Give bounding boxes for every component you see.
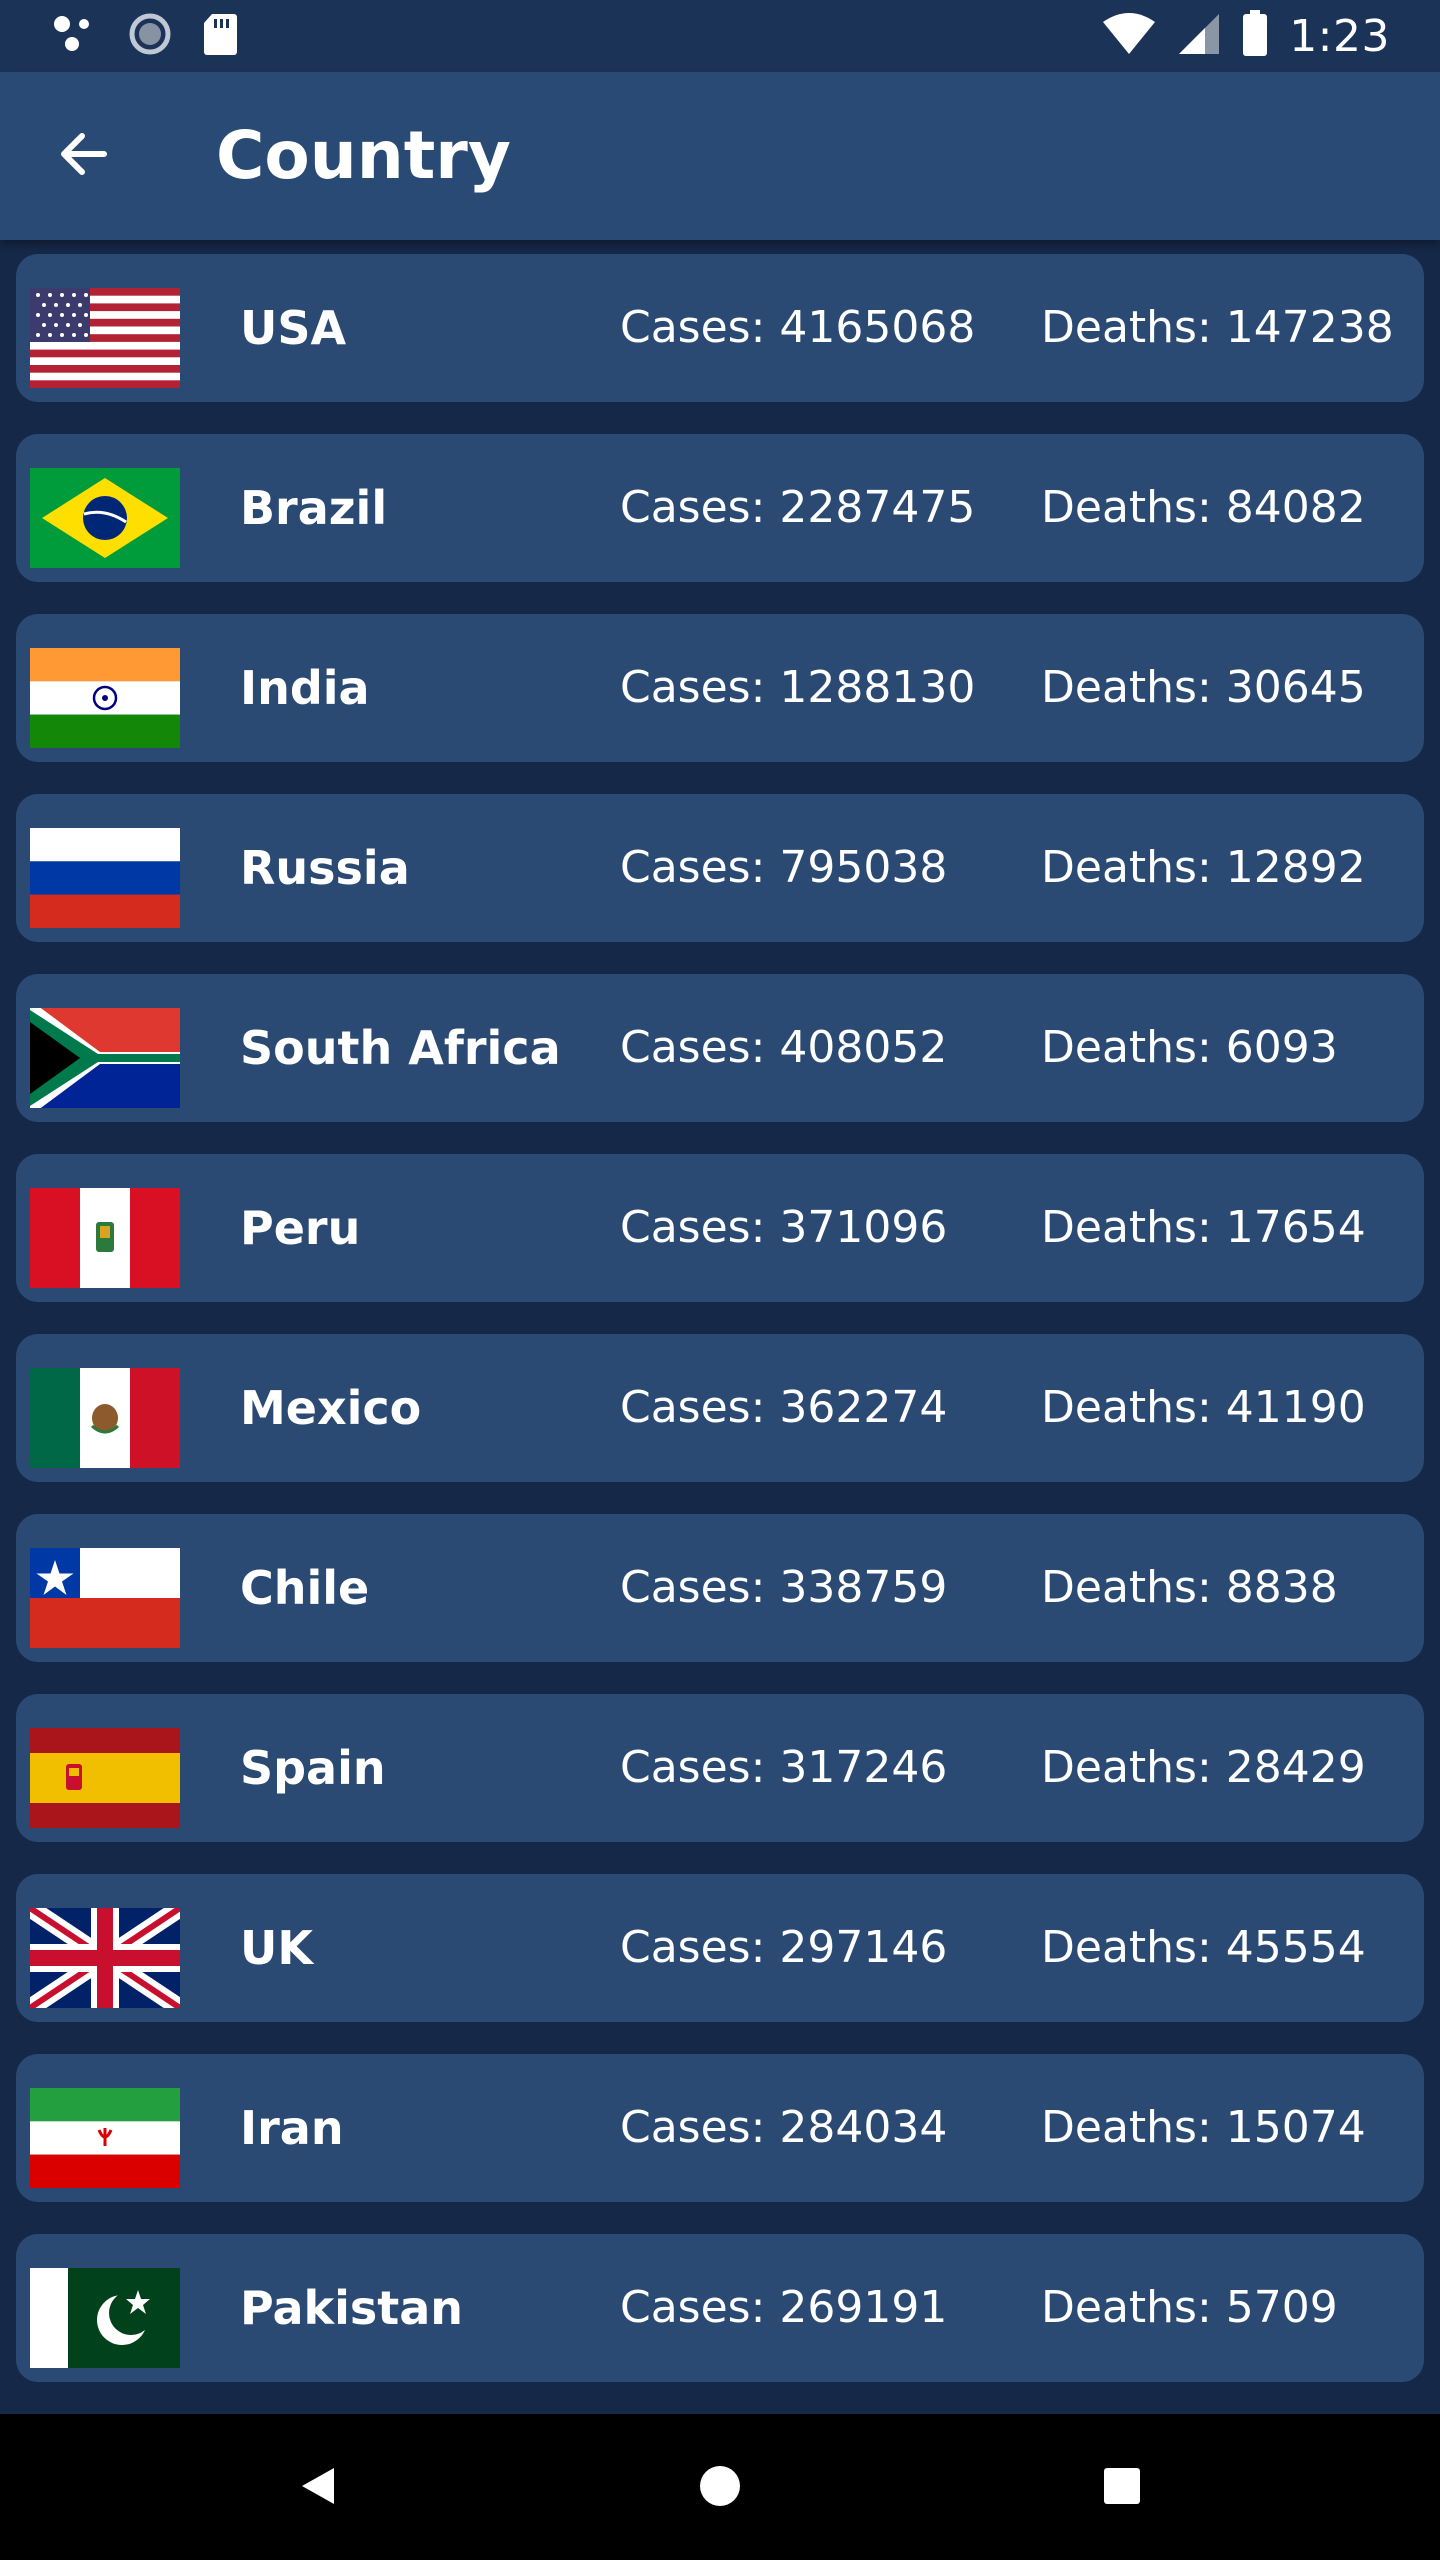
country-name: South Africa [240, 1021, 561, 1075]
country-card-pakistan[interactable]: Pakistan Cases: 269191 Deaths: 5709 [16, 2234, 1424, 2382]
status-time: 1:23 [1289, 10, 1390, 62]
country-name: Iran [240, 2101, 344, 2155]
nav-back-icon [296, 2464, 340, 2512]
deaths-count: Deaths: 15074 [1041, 2102, 1366, 2153]
cases-count: Cases: 408052 [620, 1022, 948, 1073]
country-name: India [240, 661, 370, 715]
country-card-india[interactable]: India Cases: 1288130 Deaths: 30645 [16, 614, 1424, 762]
back-button[interactable] [52, 124, 116, 188]
wifi-icon [1101, 12, 1157, 60]
country-name: Brazil [240, 481, 388, 535]
status-bar: 1:23 [0, 0, 1440, 72]
deaths-count: Deaths: 30645 [1041, 662, 1366, 713]
cell-signal-icon [1177, 12, 1221, 60]
country-card-south-africa[interactable]: South Africa Cases: 408052 Deaths: 6093 [16, 974, 1424, 1122]
flag-mexico-icon [30, 1368, 180, 1468]
flag-chile-icon [30, 1548, 180, 1648]
sd-card-icon [202, 12, 238, 60]
arrow-left-icon [56, 126, 112, 186]
flag-iran-icon [30, 2088, 180, 2188]
deaths-count: Deaths: 45554 [1041, 1922, 1366, 1973]
country-name: Pakistan [240, 2281, 464, 2335]
cases-count: Cases: 338759 [620, 1562, 948, 1613]
cases-count: Cases: 284034 [620, 2102, 948, 2153]
deaths-count: Deaths: 147238 [1041, 302, 1394, 353]
sync-spinner-icon [128, 12, 172, 60]
flag-peru-icon [30, 1188, 180, 1288]
cases-count: Cases: 2287475 [620, 482, 976, 533]
deaths-count: Deaths: 12892 [1041, 842, 1366, 893]
deaths-count: Deaths: 41190 [1041, 1382, 1366, 1433]
cases-count: Cases: 269191 [620, 2282, 948, 2333]
flag-uk-icon [30, 1908, 180, 2008]
country-name: UK [240, 1921, 313, 1975]
country-card-peru[interactable]: Peru Cases: 371096 Deaths: 17654 [16, 1154, 1424, 1302]
cases-count: Cases: 1288130 [620, 662, 976, 713]
deaths-count: Deaths: 84082 [1041, 482, 1366, 533]
deaths-count: Deaths: 17654 [1041, 1202, 1366, 1253]
flag-brazil-icon [30, 468, 180, 568]
deaths-count: Deaths: 6093 [1041, 1022, 1338, 1073]
country-card-usa[interactable]: USA Cases: 4165068 Deaths: 147238 [16, 254, 1424, 402]
country-card-uk[interactable]: UK Cases: 297146 Deaths: 45554 [16, 1874, 1424, 2022]
deaths-count: Deaths: 8838 [1041, 1562, 1338, 1613]
country-card-brazil[interactable]: Brazil Cases: 2287475 Deaths: 84082 [16, 434, 1424, 582]
page-title: Country [216, 117, 511, 194]
nav-recents-icon [1102, 2466, 1142, 2510]
nav-back-button[interactable] [280, 2450, 356, 2526]
country-name: Russia [240, 841, 410, 895]
flag-india-icon [30, 648, 180, 748]
navigation-bar [0, 2414, 1440, 2560]
app-bar: Country [0, 72, 1440, 240]
country-name: Chile [240, 1561, 370, 1615]
nav-recents-button[interactable] [1084, 2450, 1160, 2526]
cases-count: Cases: 297146 [620, 1922, 948, 1973]
cases-count: Cases: 795038 [620, 842, 948, 893]
country-name: USA [240, 301, 347, 355]
country-name: Mexico [240, 1381, 422, 1435]
country-card-chile[interactable]: Chile Cases: 338759 Deaths: 8838 [16, 1514, 1424, 1662]
flag-russia-icon [30, 828, 180, 928]
country-card-mexico[interactable]: Mexico Cases: 362274 Deaths: 41190 [16, 1334, 1424, 1482]
cases-count: Cases: 4165068 [620, 302, 976, 353]
cases-count: Cases: 371096 [620, 1202, 948, 1253]
country-name: Peru [240, 1201, 361, 1255]
deaths-count: Deaths: 28429 [1041, 1742, 1366, 1793]
flag-usa-icon [30, 288, 180, 388]
battery-icon [1241, 10, 1269, 62]
deaths-count: Deaths: 5709 [1041, 2282, 1338, 2333]
country-name: Spain [240, 1741, 386, 1795]
status-icons-left [52, 12, 238, 60]
cases-count: Cases: 362274 [620, 1382, 948, 1433]
country-card-spain[interactable]: Spain Cases: 317246 Deaths: 28429 [16, 1694, 1424, 1842]
status-icons-right: 1:23 [1101, 0, 1390, 72]
country-card-russia[interactable]: Russia Cases: 795038 Deaths: 12892 [16, 794, 1424, 942]
country-card-iran[interactable]: Iran Cases: 284034 Deaths: 15074 [16, 2054, 1424, 2202]
assistant-dots-icon [52, 12, 98, 60]
nav-home-button[interactable] [682, 2450, 758, 2526]
flag-south-africa-icon [30, 1008, 180, 1108]
cases-count: Cases: 317246 [620, 1742, 948, 1793]
flag-pakistan-icon [30, 2268, 180, 2368]
flag-spain-icon [30, 1728, 180, 1828]
nav-home-icon [698, 2464, 742, 2512]
